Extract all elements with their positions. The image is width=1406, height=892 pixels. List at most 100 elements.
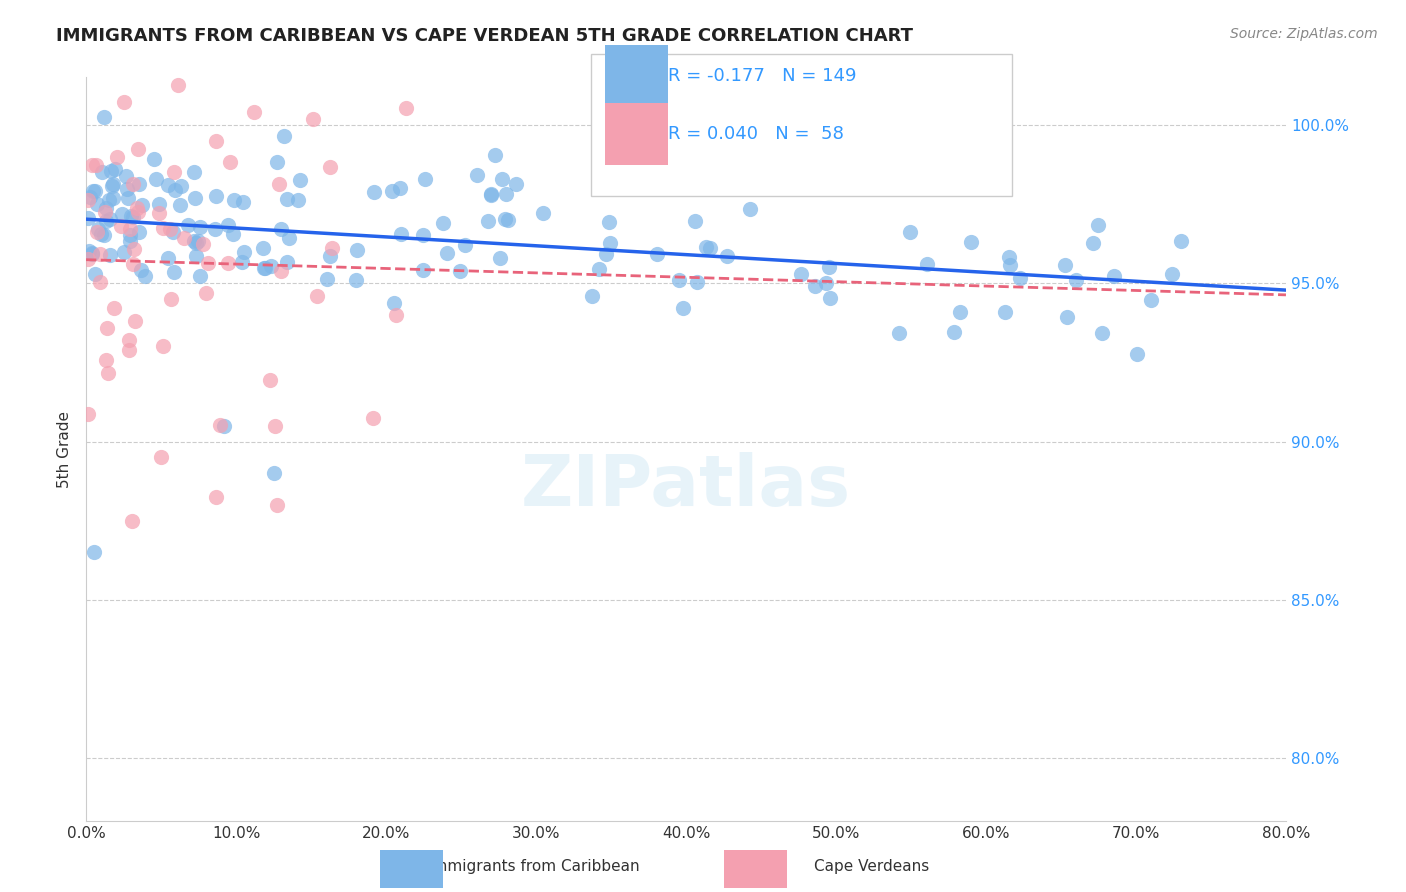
Point: [217, 219, 239, 233]
Point: [96, 321, 118, 335]
Point: [188, 219, 211, 234]
Point: [93, 110, 115, 124]
Point: [86, 225, 108, 239]
Point: [263, 466, 285, 480]
Point: [197, 256, 219, 270]
Point: [495, 186, 517, 201]
Point: [263, 418, 285, 433]
Text: ZIPatlas: ZIPatlas: [522, 452, 851, 521]
Point: [344, 273, 367, 287]
Point: [128, 226, 150, 240]
Point: [382, 296, 405, 310]
Point: [384, 309, 406, 323]
Point: [389, 227, 412, 241]
Point: [318, 161, 340, 175]
Point: [205, 134, 228, 148]
Point: [686, 276, 709, 290]
Point: [598, 214, 620, 228]
Point: [150, 450, 173, 465]
Point: [163, 265, 186, 279]
Point: [193, 236, 215, 251]
Point: [162, 225, 184, 239]
Point: [716, 249, 738, 263]
Point: [183, 165, 205, 179]
Point: [595, 247, 617, 261]
Point: [131, 198, 153, 212]
Point: [1087, 218, 1109, 232]
Point: [127, 142, 149, 156]
Point: [112, 95, 135, 109]
Point: [1056, 310, 1078, 325]
Point: [104, 161, 127, 176]
Point: [194, 286, 217, 301]
Text: Cape Verdeans: Cape Verdeans: [814, 859, 929, 874]
Point: [277, 231, 299, 245]
Point: [316, 272, 339, 286]
Point: [87, 221, 110, 235]
Point: [124, 314, 146, 328]
Point: [1053, 258, 1076, 272]
Point: [266, 155, 288, 169]
Point: [668, 273, 690, 287]
Point: [1170, 234, 1192, 248]
Point: [389, 181, 412, 195]
Point: [118, 343, 141, 357]
Point: [214, 418, 236, 433]
Point: [183, 235, 205, 249]
Point: [1081, 236, 1104, 251]
Point: [152, 221, 174, 235]
Point: [86, 197, 108, 211]
Point: [581, 289, 603, 303]
Point: [301, 112, 323, 126]
Point: [270, 221, 292, 235]
Point: [346, 243, 368, 257]
Point: [121, 514, 143, 528]
Point: [166, 55, 188, 70]
Point: [166, 78, 188, 92]
Point: [361, 411, 384, 425]
Text: Immigrants from Caribbean: Immigrants from Caribbean: [429, 859, 640, 874]
Point: [184, 191, 207, 205]
Point: [96, 353, 118, 368]
Point: [484, 148, 506, 162]
Point: [254, 260, 277, 275]
Point: [997, 251, 1019, 265]
Point: [491, 172, 513, 186]
Point: [122, 177, 145, 191]
Point: [90, 227, 112, 241]
Point: [1091, 326, 1114, 340]
Point: [204, 490, 226, 504]
Point: [683, 214, 706, 228]
Point: [233, 244, 256, 259]
Point: [740, 202, 762, 217]
Point: [118, 227, 141, 242]
Point: [415, 171, 437, 186]
Point: [381, 184, 404, 198]
Point: [949, 304, 972, 318]
Point: [699, 241, 721, 255]
Point: [120, 222, 142, 236]
Y-axis label: 5th Grade: 5th Grade: [58, 411, 72, 488]
Point: [498, 212, 520, 227]
Point: [186, 249, 208, 263]
Point: [105, 149, 128, 163]
Point: [122, 242, 145, 256]
Point: [173, 230, 195, 244]
Point: [889, 326, 911, 340]
Point: [232, 194, 254, 209]
Text: Source: ZipAtlas.com: Source: ZipAtlas.com: [1230, 27, 1378, 41]
Point: [305, 288, 328, 302]
Point: [412, 227, 434, 242]
Point: [959, 235, 981, 249]
Point: [994, 305, 1017, 319]
Point: [148, 197, 170, 211]
Point: [77, 244, 100, 258]
Point: [93, 227, 115, 242]
Point: [321, 241, 343, 255]
Point: [159, 221, 181, 235]
Point: [695, 240, 717, 254]
Point: [157, 178, 180, 193]
Point: [432, 215, 454, 229]
Point: [898, 225, 921, 239]
Point: [915, 257, 938, 271]
